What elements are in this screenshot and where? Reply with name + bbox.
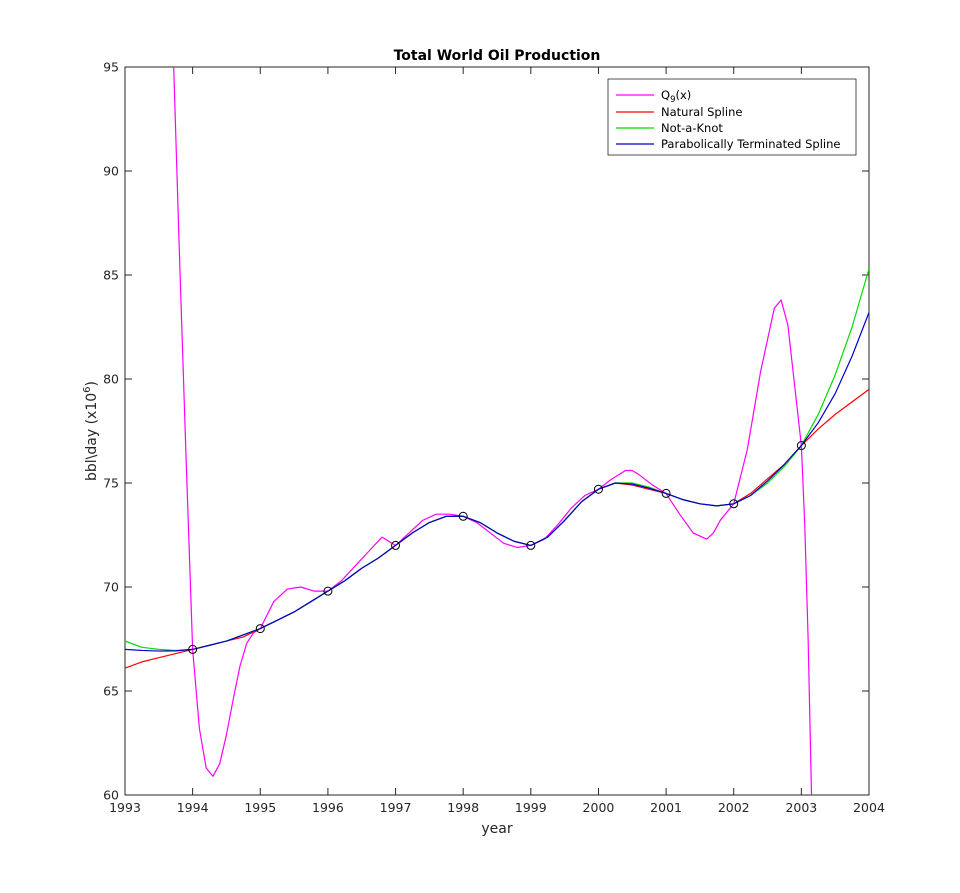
y-axis-ticks: 60 65 70 75 80 85 90 95 [103,60,869,803]
legend-label-q9-name: Q [661,88,670,102]
x-tick-label: 1998 [447,800,479,815]
chart-title: Total World Oil Production [394,48,601,64]
y-axis-label-exponent: 6 [82,386,93,392]
data-point-marker [255,624,265,634]
y-tick-label: 95 [103,60,119,75]
y-tick-label: 65 [103,684,119,699]
x-tick-label: 1994 [177,800,209,815]
legend-label-q9-suffix: (x) [675,88,691,102]
legend-label-not-a-knot: Not-a-Knot [661,121,723,135]
y-tick-label: 60 [103,788,119,803]
legend: Q9(x) Natural Spline Not-a-Knot Paraboli… [607,78,857,156]
x-tick-label: 2001 [650,800,682,815]
x-tick-label: 1997 [380,800,412,815]
x-tick-label: 2004 [853,800,885,815]
x-axis-label: year [481,821,512,837]
data-point-marker [188,644,198,654]
data-point-marker [661,488,671,498]
x-tick-label: 1993 [109,800,141,815]
x-tick-label: 2000 [583,800,615,815]
data-point-marker [593,484,603,494]
x-tick-label: 2003 [785,800,817,815]
data-point-marker [458,511,468,521]
data-point-marker [323,586,333,596]
legend-label-q9-subscript: 9 [670,95,675,105]
y-tick-label: 80 [103,372,119,387]
series-line-parabolic-spline [125,312,869,652]
legend-entry-q9: Q9(x) [616,88,691,105]
x-tick-label: 2002 [718,800,750,815]
y-axis-label: bbl\day (x106) [82,381,100,481]
legend-label-q9: Q9(x) [661,88,691,105]
data-point-marker [729,499,739,509]
y-axis-label-main: bbl\day (x10 [84,393,100,481]
x-tick-label: 1999 [515,800,547,815]
legend-label-parabolic-spline: Parabolically Terminated Spline [661,137,841,151]
legend-entry-parabolic-spline: Parabolically Terminated Spline [616,137,841,151]
y-axis-label-close: ) [84,381,100,386]
plot-area [124,66,870,796]
y-tick-label: 75 [103,476,119,491]
x-tick-label: 1995 [244,800,276,815]
data-point-marker [796,441,806,451]
y-tick-label: 90 [103,164,119,179]
legend-label-natural-spline: Natural Spline [661,105,742,119]
y-tick-label: 85 [103,268,119,283]
series-layer [125,67,869,795]
legend-entry-not-a-knot: Not-a-Knot [616,121,723,135]
legend-box [607,78,857,156]
x-tick-label: 1996 [312,800,344,815]
legend-entry-natural-spline: Natural Spline [616,105,742,119]
y-tick-label: 70 [103,580,119,595]
x-axis-ticks: 1993 1994 1995 1996 1997 1998 1999 2000 2001 2002… [109,67,885,815]
data-point-markers [188,441,806,654]
data-point-marker [526,540,536,550]
data-point-marker [391,540,401,550]
